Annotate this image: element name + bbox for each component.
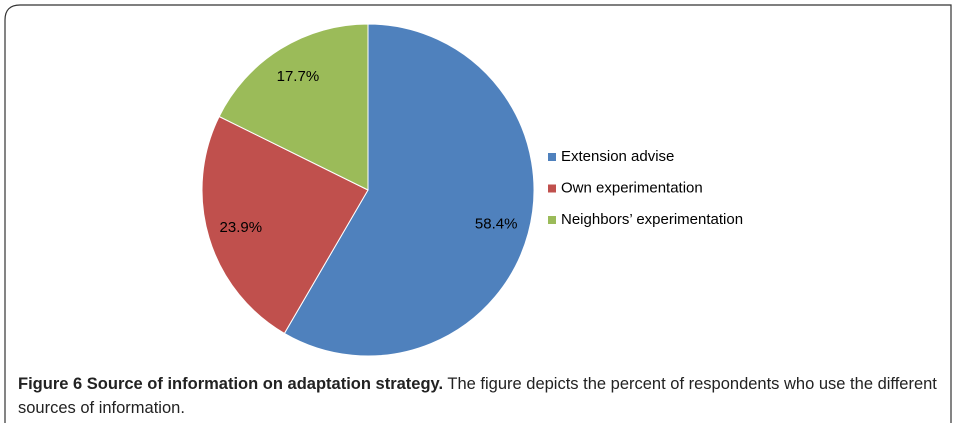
caption-label: Figure 6 [18,375,83,393]
caption-text: The figure depicts the percent of respon… [18,375,937,417]
slice-label: 17.7% [277,68,320,85]
figure-frame [4,4,952,423]
legend-label: Own experimentation [561,179,703,196]
legend-swatch [548,216,556,224]
legend-label: Extension advise [561,148,674,165]
pie-slice [201,115,369,335]
pie-slice [218,23,369,191]
caption: Figure 6 Source of information on adapta… [18,372,938,420]
caption-title: Source of information on adaptation stra… [86,375,444,393]
legend-swatch [548,184,556,193]
slice-label: 23.9% [220,219,263,236]
legend-label: Neighbors’ experimentation [561,211,743,228]
legend-swatch [548,153,556,161]
slice-label: 58.4% [475,216,518,233]
pie-slice [283,23,535,357]
